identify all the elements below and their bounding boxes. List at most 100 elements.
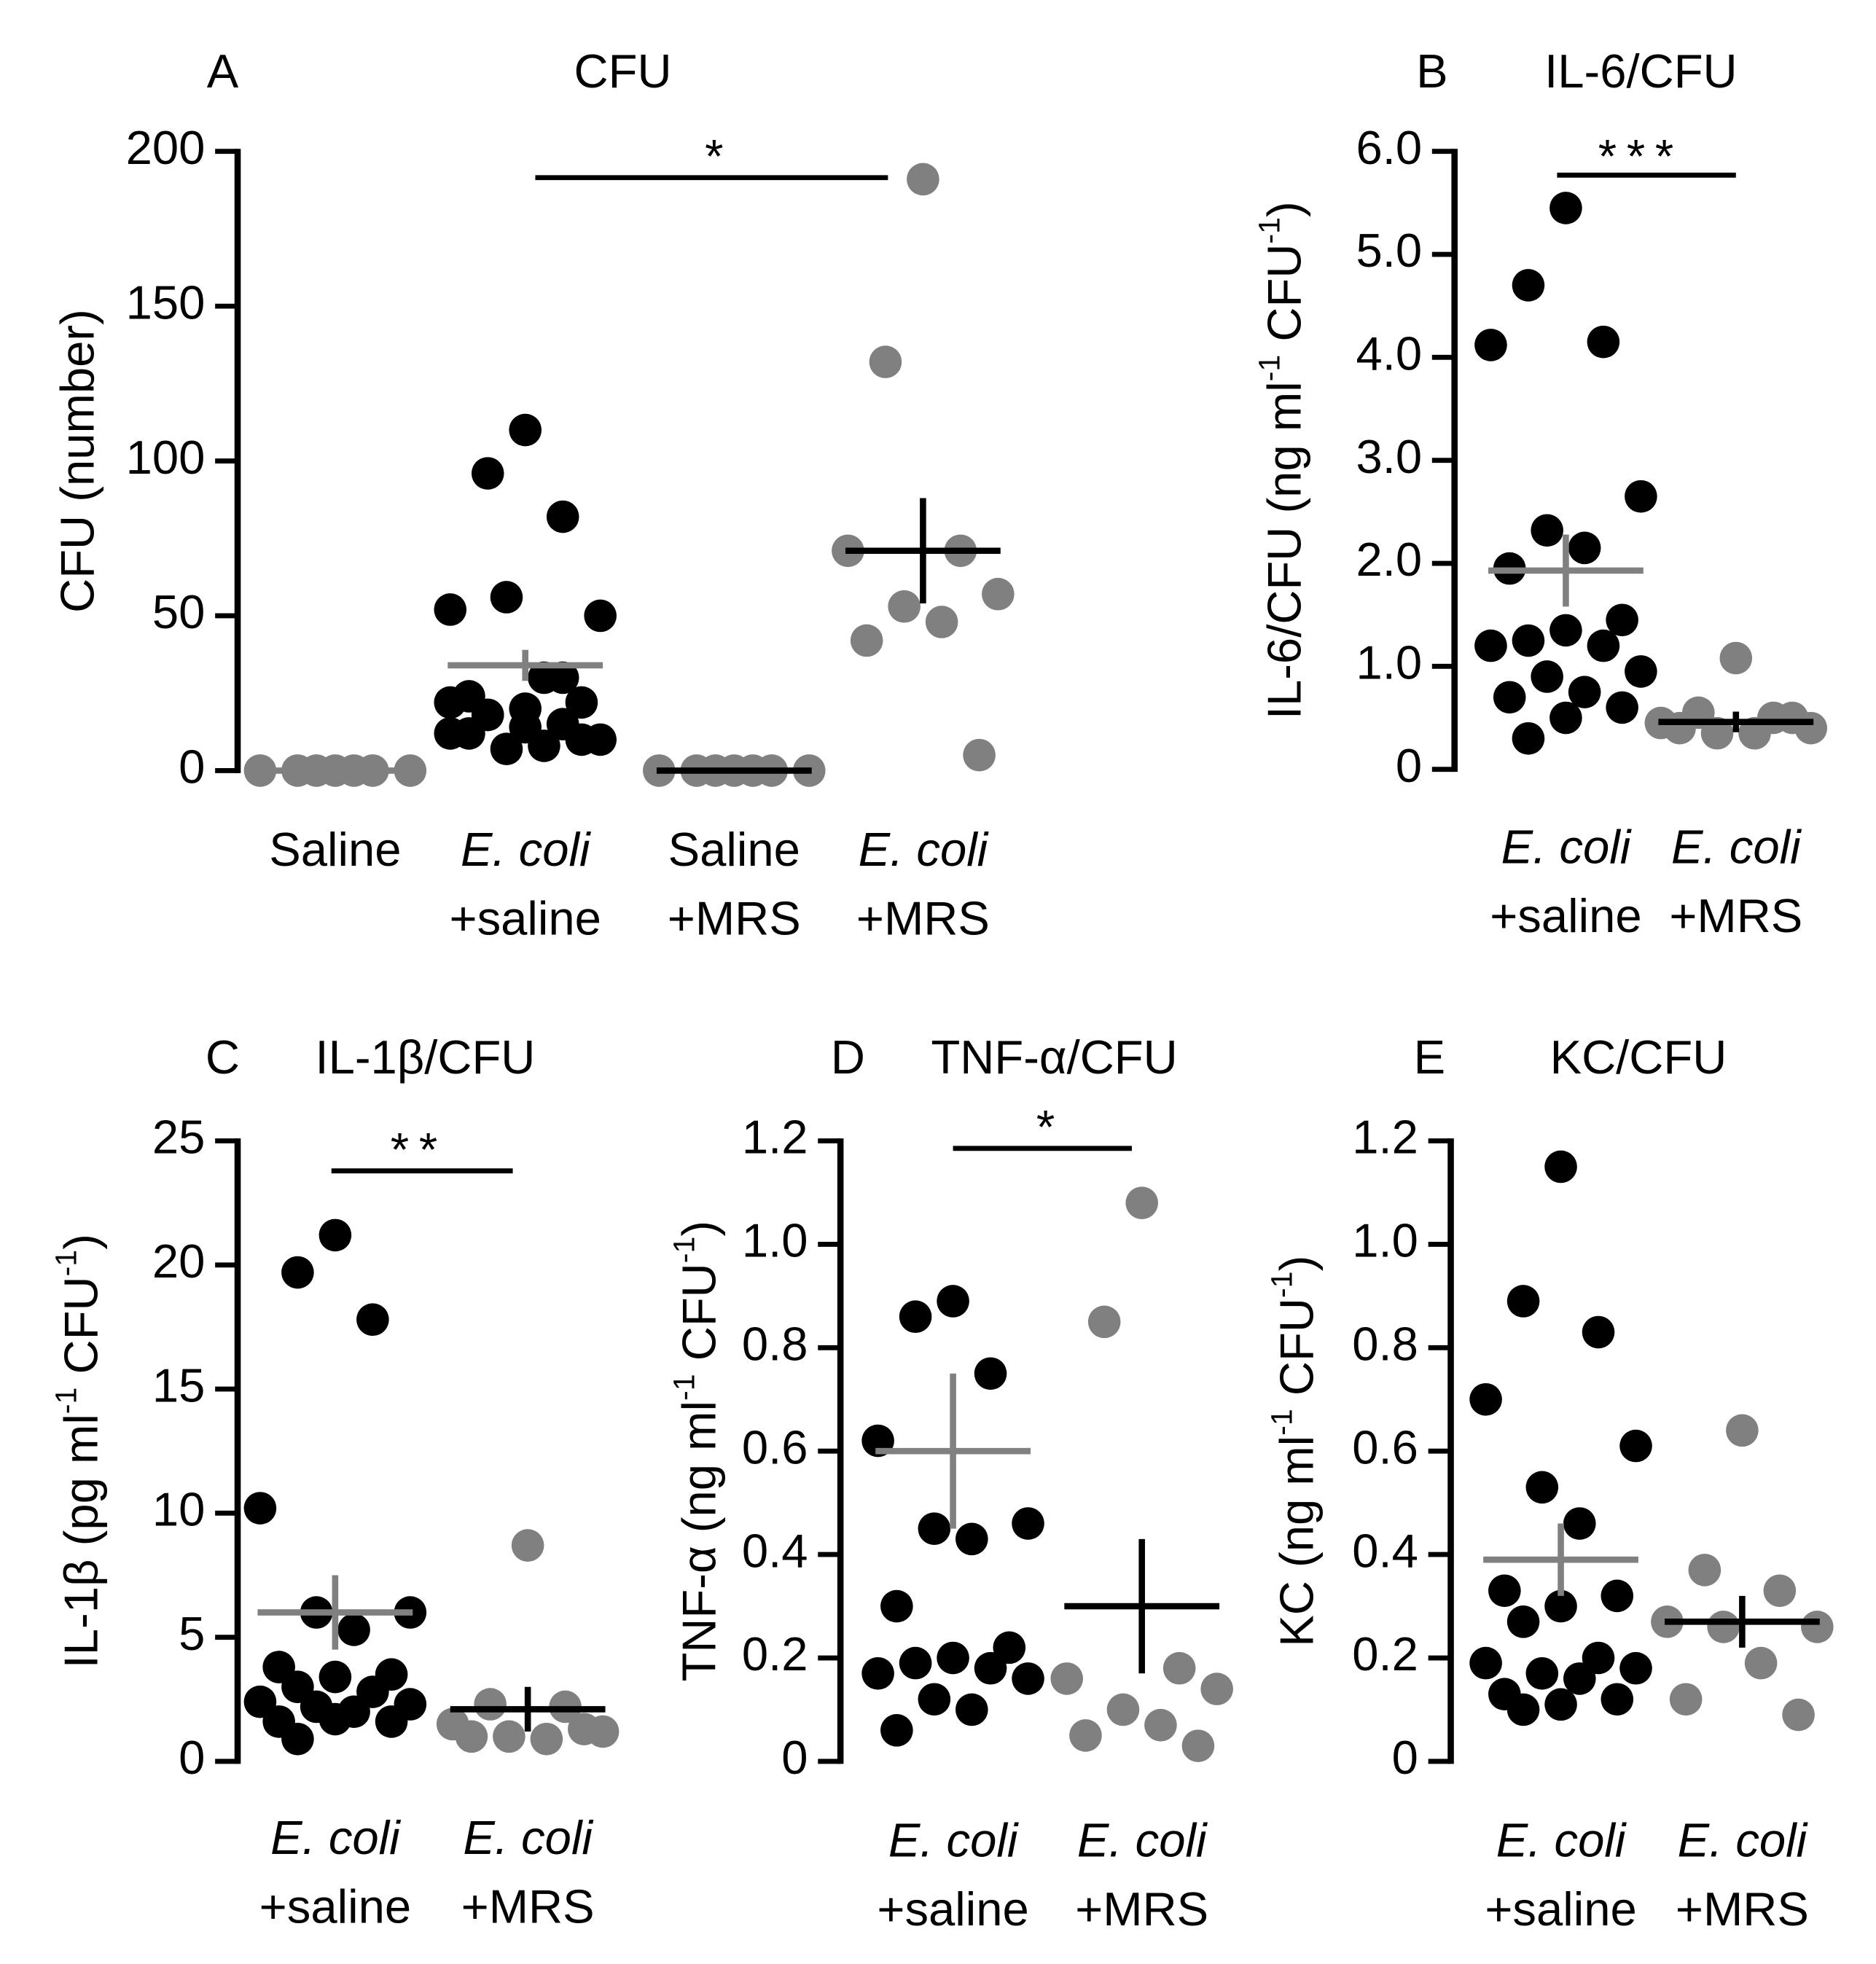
data-point bbox=[1106, 1693, 1140, 1726]
data-point bbox=[318, 1702, 352, 1736]
data-point bbox=[888, 590, 921, 623]
x-category-label: E. coli bbox=[463, 1811, 593, 1864]
y-tick-label: 1.2 bbox=[742, 1111, 808, 1164]
data-point bbox=[1512, 721, 1545, 755]
data-point bbox=[1012, 1507, 1044, 1540]
y-tick-label: 0.6 bbox=[1352, 1420, 1418, 1474]
significance-label: ** bbox=[391, 1123, 447, 1176]
data-point bbox=[1525, 1471, 1559, 1504]
data-point bbox=[471, 698, 504, 732]
y-tick-label: 6.0 bbox=[1356, 121, 1422, 174]
y-tick-label: 200 bbox=[126, 121, 206, 174]
y-tick-label: 0.2 bbox=[1352, 1627, 1418, 1681]
y-tick-label: 25 bbox=[152, 1111, 206, 1164]
data-point bbox=[899, 1300, 932, 1334]
data-point bbox=[1606, 691, 1638, 724]
x-category-label: Saline bbox=[668, 823, 800, 876]
data-point bbox=[1069, 1719, 1102, 1752]
y-tick-label: 2.0 bbox=[1356, 533, 1422, 586]
y-tick-label: 1.0 bbox=[1356, 636, 1422, 689]
data-point bbox=[318, 1660, 352, 1694]
data-point bbox=[918, 1683, 951, 1716]
data-point bbox=[1587, 629, 1620, 662]
data-point bbox=[337, 1613, 370, 1646]
data-point bbox=[1512, 624, 1545, 657]
y-axis-label-part: ) bbox=[673, 1221, 726, 1237]
data-point bbox=[1531, 660, 1563, 693]
data-point bbox=[955, 1522, 988, 1556]
data-point bbox=[1506, 1285, 1540, 1318]
data-point bbox=[1625, 480, 1657, 513]
data-point bbox=[546, 500, 579, 533]
data-point bbox=[509, 711, 542, 744]
y-axis-label-part: CFU (number) bbox=[51, 309, 104, 613]
y-axis-label-part: CFU bbox=[1270, 1298, 1324, 1409]
data-point bbox=[1587, 325, 1620, 359]
data-point bbox=[1563, 1507, 1596, 1540]
data-point bbox=[1606, 603, 1638, 637]
x-category-label: +saline bbox=[259, 1879, 411, 1933]
data-point bbox=[434, 593, 467, 626]
x-category-label: +saline bbox=[1490, 889, 1641, 942]
data-point bbox=[1200, 1672, 1233, 1705]
y-axis-label: IL-1β (pg ml-1 CFU-1) bbox=[50, 1234, 108, 1668]
data-point bbox=[982, 577, 1015, 611]
data-point bbox=[850, 624, 883, 657]
data-point bbox=[243, 1492, 277, 1525]
x-category-label: E. coli bbox=[461, 823, 591, 876]
y-tick-label: 0 bbox=[179, 740, 205, 794]
data-point bbox=[375, 1705, 408, 1738]
panel-letter: E bbox=[1414, 1030, 1445, 1084]
data-point bbox=[1474, 329, 1507, 361]
y-tick-label: 0 bbox=[1392, 1731, 1418, 1784]
data-point bbox=[1512, 269, 1545, 302]
data-point bbox=[474, 1688, 507, 1721]
x-category-label: +MRS bbox=[856, 891, 990, 944]
data-point bbox=[974, 1357, 1007, 1390]
y-tick-label: 0.8 bbox=[1352, 1318, 1418, 1371]
x-category-label: +saline bbox=[1485, 1882, 1636, 1936]
data-point bbox=[1506, 1693, 1540, 1726]
y-tick-label: 0.4 bbox=[1352, 1524, 1418, 1577]
y-axis-label-part: -1 bbox=[1252, 217, 1286, 244]
x-category-label: E. coli bbox=[1678, 1813, 1808, 1866]
panel-letter: B bbox=[1416, 44, 1447, 98]
data-point bbox=[1563, 1662, 1596, 1695]
data-point bbox=[1707, 1611, 1740, 1643]
data-point bbox=[1619, 1651, 1652, 1685]
y-axis-label: TNF-α (ng ml-1 CFU-1) bbox=[667, 1221, 725, 1682]
data-point bbox=[1568, 676, 1601, 709]
y-axis-label: CFU (number) bbox=[51, 309, 104, 613]
data-point bbox=[1469, 1646, 1502, 1680]
data-point bbox=[493, 1720, 525, 1753]
data-point bbox=[1549, 701, 1582, 735]
y-axis-label-part: ) bbox=[1270, 1256, 1324, 1272]
data-point bbox=[861, 1656, 894, 1690]
data-point bbox=[1506, 1605, 1540, 1638]
data-point bbox=[1601, 1683, 1634, 1716]
y-tick-label: 15 bbox=[152, 1358, 206, 1412]
y-tick-label: 4.0 bbox=[1356, 327, 1422, 380]
data-point bbox=[546, 661, 579, 695]
data-point bbox=[1782, 1698, 1815, 1732]
y-tick-label: 0 bbox=[781, 1731, 808, 1784]
data-point bbox=[584, 599, 617, 633]
panel-title: CFU bbox=[574, 44, 672, 98]
data-point bbox=[993, 1631, 1026, 1664]
data-point bbox=[1582, 1641, 1615, 1675]
x-category-label: +saline bbox=[877, 1882, 1028, 1936]
x-category-label: E. coli bbox=[1501, 820, 1632, 873]
data-point bbox=[1544, 1688, 1577, 1721]
data-point bbox=[937, 1285, 969, 1318]
data-point bbox=[1125, 1186, 1159, 1219]
data-point bbox=[1144, 1708, 1177, 1742]
data-point bbox=[281, 1256, 314, 1289]
data-point bbox=[1719, 641, 1753, 675]
data-point bbox=[1619, 1429, 1652, 1463]
data-point bbox=[1531, 514, 1563, 547]
x-category-label: Saline bbox=[269, 823, 401, 876]
data-point bbox=[509, 413, 542, 447]
data-point bbox=[1549, 614, 1582, 647]
x-category-label: +MRS bbox=[668, 891, 801, 944]
x-category-label: E. coli bbox=[1077, 1813, 1208, 1866]
